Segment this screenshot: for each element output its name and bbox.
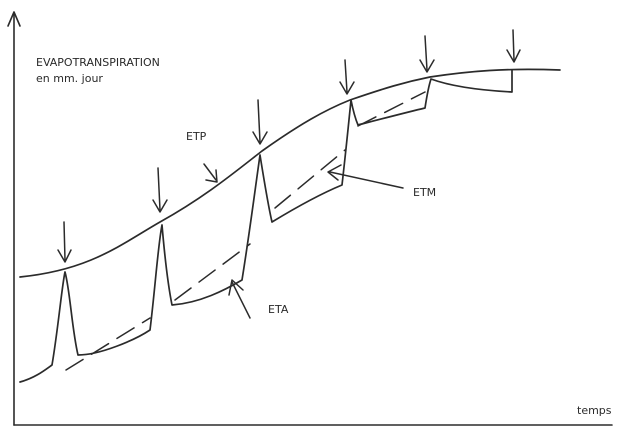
etm-segment-3 [274,149,346,209]
eta-curve [19,69,513,383]
etm-segment-1 [65,317,151,371]
down-arrow-icon [506,29,521,63]
down-arrow-icon [57,221,72,263]
eta-pointer-arrow-icon [228,279,251,319]
etm-label: ETM [413,186,436,199]
etm-pointer-arrow-icon [327,164,404,189]
x-axis-label: temps [577,404,612,417]
y-axis-label-line2: en mm. jour [36,72,103,85]
y-axis-label-line1: EVAPOTRANSPIRATION [36,56,160,69]
etm-segment-4 [357,91,426,127]
irrigation-arrows [57,29,521,263]
etp-label: ETP [186,130,207,143]
etp-curve [19,68,561,278]
down-arrow-icon [152,167,168,213]
down-arrow-icon [419,35,435,73]
down-arrow-icon [339,59,355,95]
etm-segment-2 [174,243,251,301]
y-axis-arrowhead [7,11,21,27]
axes [7,11,613,426]
eta-label: ETA [268,303,289,316]
etp-pointer-arrow-icon [203,163,218,183]
etm-dashes [65,91,426,371]
down-arrow-icon [252,99,268,145]
